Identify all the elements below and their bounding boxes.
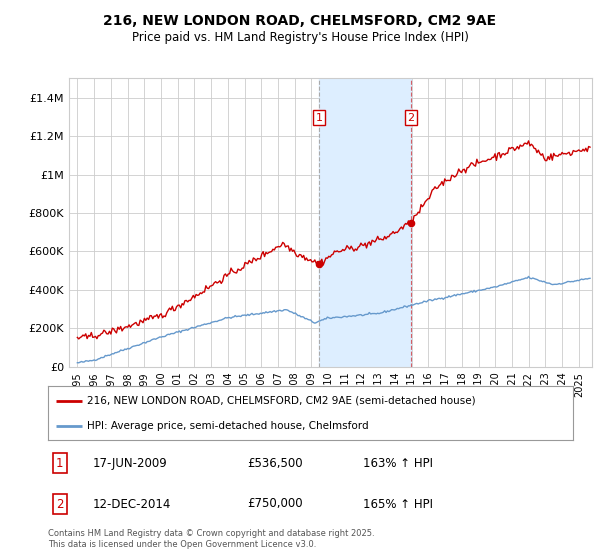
Text: £750,000: £750,000 (248, 497, 303, 511)
Text: Contains HM Land Registry data © Crown copyright and database right 2025.
This d: Contains HM Land Registry data © Crown c… (48, 529, 374, 549)
Text: 2: 2 (56, 497, 64, 511)
Text: Price paid vs. HM Land Registry's House Price Index (HPI): Price paid vs. HM Land Registry's House … (131, 31, 469, 44)
Point (406, 218, 416, 227)
Point (314, 259, 324, 268)
Text: 165% ↑ HPI: 165% ↑ HPI (363, 497, 433, 511)
Text: 12-DEC-2014: 12-DEC-2014 (92, 497, 171, 511)
Text: 1: 1 (56, 457, 64, 470)
Text: 17-JUN-2009: 17-JUN-2009 (92, 457, 167, 470)
Text: 2: 2 (407, 113, 415, 123)
Text: 1: 1 (316, 113, 323, 123)
Text: £536,500: £536,500 (248, 457, 303, 470)
Text: 163% ↑ HPI: 163% ↑ HPI (363, 457, 433, 470)
Text: 216, NEW LONDON ROAD, CHELMSFORD, CM2 9AE (semi-detached house): 216, NEW LONDON ROAD, CHELMSFORD, CM2 9A… (88, 396, 476, 406)
Text: 216, NEW LONDON ROAD, CHELMSFORD, CM2 9AE: 216, NEW LONDON ROAD, CHELMSFORD, CM2 9A… (103, 14, 497, 28)
Text: HPI: Average price, semi-detached house, Chelmsford: HPI: Average price, semi-detached house,… (88, 421, 369, 431)
Bar (319, 78, 411, 367)
